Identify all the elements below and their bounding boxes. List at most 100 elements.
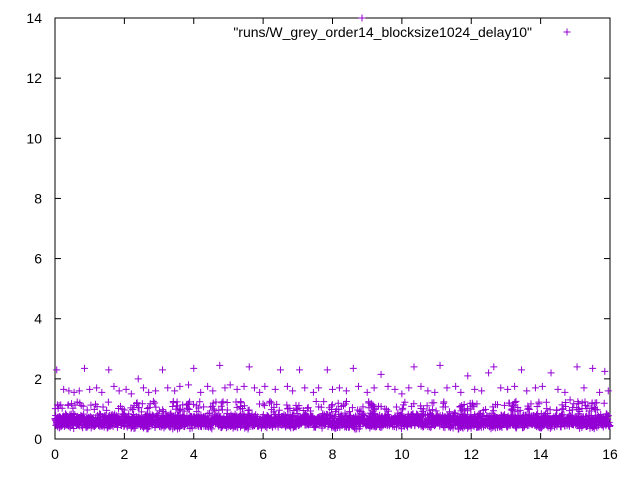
data-point <box>143 405 151 413</box>
data-point <box>137 408 145 416</box>
data-point <box>560 411 568 419</box>
data-point <box>215 406 223 414</box>
data-point <box>68 400 76 408</box>
data-point <box>193 408 201 416</box>
data-point-outlier <box>471 385 479 393</box>
data-point-outlier <box>377 370 385 378</box>
data-point <box>58 404 66 412</box>
data-point <box>83 406 91 414</box>
data-point <box>558 401 566 409</box>
data-point <box>261 401 269 409</box>
data-point <box>588 399 596 407</box>
legend: "runs/W_grey_order14_blocksize1024_delay… <box>233 24 571 40</box>
data-point <box>337 402 345 410</box>
data-point-outlier <box>122 385 130 393</box>
data-point <box>189 400 197 408</box>
data-point-outlier <box>566 396 574 404</box>
data-point <box>267 399 275 407</box>
legend-label: "runs/W_grey_order14_blocksize1024_delay… <box>233 24 532 40</box>
data-point <box>209 399 217 407</box>
data-point <box>244 406 252 414</box>
data-point <box>239 404 247 412</box>
data-point-outlier <box>601 367 609 375</box>
data-point-outlier <box>226 381 234 389</box>
data-point-outlier <box>245 363 253 371</box>
data-point <box>460 406 468 414</box>
data-point-outlier <box>204 382 212 390</box>
data-point <box>574 406 582 414</box>
data-point-outlier <box>60 385 68 393</box>
data-point-outlier <box>93 384 101 392</box>
data-point-outlier <box>221 384 229 392</box>
data-point <box>223 398 231 406</box>
data-point-outlier <box>110 382 118 390</box>
data-point <box>509 402 517 410</box>
data-point <box>200 403 208 411</box>
data-points <box>51 14 614 433</box>
data-point <box>69 404 77 412</box>
data-point <box>489 403 497 411</box>
data-point <box>525 405 533 413</box>
data-point <box>535 398 543 406</box>
data-point <box>494 401 502 409</box>
data-point <box>584 402 592 410</box>
data-point-outlier <box>315 384 323 392</box>
data-point <box>508 401 516 409</box>
data-point-outlier <box>358 14 366 22</box>
data-point <box>348 404 356 412</box>
axis-tick-labels: 0 2 4 6 8 10 12 14 16 0 2 4 6 8 10 12 14 <box>26 10 618 462</box>
data-point <box>367 400 375 408</box>
data-point <box>369 407 377 415</box>
data-point-outlier <box>271 385 279 393</box>
data-point <box>432 407 440 415</box>
data-point-outlier <box>464 372 472 380</box>
data-point-outlier <box>309 388 317 396</box>
data-point <box>118 405 126 413</box>
y-tick-label: 6 <box>34 251 42 267</box>
data-point <box>505 399 513 407</box>
data-point-outlier <box>384 382 392 390</box>
data-point-outlier <box>523 387 531 395</box>
data-point <box>384 407 392 415</box>
data-point <box>299 407 307 415</box>
data-point <box>275 406 283 414</box>
data-point-outlier <box>349 364 357 372</box>
data-point <box>208 402 216 410</box>
y-tick-label: 12 <box>26 70 42 86</box>
data-point <box>80 410 88 418</box>
data-point <box>408 402 416 410</box>
data-point-outlier <box>164 384 172 392</box>
data-point <box>195 404 203 412</box>
data-point-outlier <box>209 387 217 395</box>
data-point-outlier <box>424 387 432 395</box>
data-point-outlier <box>250 384 258 392</box>
data-point <box>606 421 614 429</box>
data-point-outlier <box>370 384 378 392</box>
data-point-outlier <box>256 388 264 396</box>
data-point <box>64 401 72 409</box>
x-tick-label: 6 <box>259 446 267 462</box>
data-point <box>533 402 541 410</box>
data-point <box>159 406 167 414</box>
data-point-outlier <box>405 384 413 392</box>
data-point <box>210 407 218 415</box>
data-point <box>134 404 142 412</box>
data-point-outlier <box>511 382 519 390</box>
data-point-outlier <box>261 382 269 390</box>
data-point <box>481 405 489 413</box>
data-point <box>283 401 291 409</box>
axis-ticks <box>54 17 611 440</box>
data-point <box>290 406 298 414</box>
data-point <box>581 398 589 406</box>
data-point-outlier <box>398 390 406 398</box>
data-point-outlier <box>301 384 309 392</box>
data-point <box>425 406 433 414</box>
data-point <box>96 410 104 418</box>
data-point <box>470 403 478 411</box>
data-point <box>546 424 554 432</box>
data-point <box>392 403 400 411</box>
data-point <box>104 398 112 406</box>
data-point <box>208 425 216 433</box>
data-point <box>328 401 336 409</box>
data-point-outlier <box>86 385 94 393</box>
